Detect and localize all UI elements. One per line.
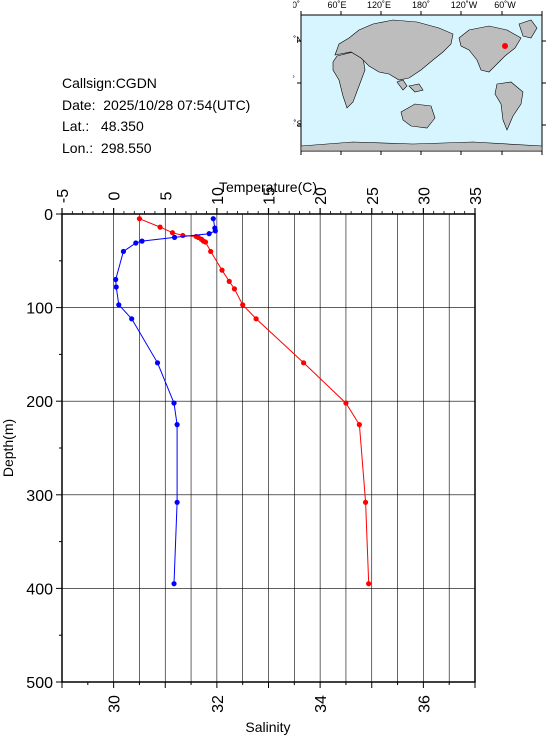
land-north-america	[458, 25, 522, 73]
land-eurasia	[334, 19, 454, 81]
depth-tick-label: 100	[26, 301, 53, 318]
lon-value: 298.550	[100, 139, 152, 156]
series-point-salinity	[139, 238, 145, 244]
depth-axis-label: Depth(m)	[0, 419, 16, 477]
grid-lines	[62, 214, 475, 682]
temperature-tick-label: 15	[262, 187, 279, 205]
salinity-tick-label: 30	[107, 695, 124, 713]
temperature-tick-label: 30	[416, 187, 433, 205]
lat-row: Lat.: 48.350	[62, 116, 250, 138]
series-point-salinity	[171, 400, 177, 406]
temperature-axis-label: Temperature(C)	[219, 180, 317, 195]
series-point-temperature	[301, 360, 307, 366]
map-lon-label-2: 120˚E	[367, 0, 391, 10]
series-point-salinity	[174, 499, 180, 505]
lat-value: 48.350	[100, 118, 144, 134]
land-se-asia	[396, 79, 424, 93]
map-lon-label-4: 120˚W	[451, 0, 478, 10]
series-point-salinity	[133, 240, 139, 246]
map-lon-label-0: 0˚	[293, 0, 300, 10]
series-point-salinity	[206, 231, 212, 237]
depth-tick-label: 200	[26, 394, 53, 411]
map-lon-label-1: 60˚E	[327, 0, 346, 10]
lat-label: Lat.:	[62, 118, 90, 134]
series-layer	[113, 216, 372, 587]
salinity-tick-label: 32	[210, 695, 227, 713]
series-point-salinity	[174, 422, 180, 428]
station-info: Callsign:CGDN Date: 2025/10/28 07:54(UTC…	[62, 73, 250, 159]
depth-tick-label: 0	[44, 207, 53, 224]
map-lat-label-1: 0˚	[293, 75, 295, 85]
series-point-temperature	[136, 216, 143, 222]
lon-row: Lon.: 298.550	[62, 138, 250, 160]
series-point-temperature	[226, 278, 232, 284]
temperature-tick-label: 10	[210, 187, 227, 205]
land-australia	[400, 103, 436, 129]
world-map: 0˚ 60˚E 120˚E 180˚ 120˚W 60˚W 60˚N 0˚ 60…	[293, 0, 546, 155]
temperature-tick-label: 5	[158, 191, 175, 200]
series-point-salinity	[120, 248, 127, 255]
salinity-tick-label: 34	[313, 695, 330, 713]
land-south-america	[494, 81, 524, 131]
series-point-salinity	[210, 216, 216, 222]
series-point-temperature	[362, 499, 369, 505]
series-point-temperature	[343, 400, 349, 406]
series-point-salinity	[116, 302, 122, 308]
temperature-tick-label: 0	[107, 191, 124, 200]
series-point-salinity	[212, 228, 218, 234]
depth-tick-label: 400	[26, 581, 53, 598]
series-point-temperature	[208, 248, 214, 255]
temperature-tick-label: 25	[365, 187, 382, 205]
date-row: Date: 2025/10/28 07:54(UTC)	[62, 95, 250, 117]
salinity-axis-label: Salinity	[245, 719, 290, 735]
series-point-temperature	[253, 316, 259, 322]
date-label: Date:	[62, 96, 96, 113]
salinity-axis-ticks: 30 32 34 36	[61, 682, 476, 713]
series-point-temperature	[169, 230, 176, 236]
depth-tick-label: 300	[26, 488, 53, 505]
series-point-temperature	[180, 232, 186, 239]
series-point-temperature	[231, 286, 238, 292]
series-point-salinity	[113, 276, 119, 283]
profile-chart: -5 0 5 10 15 20 25 30 35 30 32 34 36 01002003004005…	[0, 180, 485, 735]
series-point-temperature	[366, 581, 372, 587]
map-lat-label-0: 60˚N	[293, 35, 303, 45]
series-point-temperature	[157, 224, 163, 230]
series-point-temperature	[202, 239, 209, 245]
temperature-axis-ticks: -5 0 5 10 15 20 25 30 35	[55, 187, 485, 214]
map-lon-label-3: 180˚	[412, 0, 430, 10]
series-point-temperature	[240, 302, 246, 308]
series-point-temperature	[219, 267, 225, 273]
series-point-salinity	[129, 316, 135, 322]
depth-tick-label: 500	[26, 675, 53, 692]
map-lon-label-5: 60˚W	[494, 0, 516, 10]
map-lat-label-2: 60˚S	[293, 119, 303, 129]
lon-label: Lon.:	[62, 139, 94, 156]
temperature-tick-label: 20	[313, 187, 330, 205]
series-point-temperature	[356, 422, 362, 428]
depth-axis-ticks: 0 100 200 300 400 500	[26, 207, 62, 692]
series-point-salinity	[171, 234, 178, 240]
land-greenland	[518, 19, 538, 39]
salinity-tick-label: 36	[416, 695, 433, 713]
temperature-tick-label: 35	[468, 187, 485, 205]
callsign-text: Callsign:CGDN	[62, 75, 157, 91]
station-marker	[502, 43, 508, 49]
series-point-salinity	[171, 581, 177, 587]
date-value: 2025/10/28 07:54(UTC)	[103, 96, 251, 113]
temperature-tick-label: -5	[55, 189, 72, 203]
series-point-salinity	[113, 284, 119, 290]
series-point-salinity	[154, 360, 161, 366]
